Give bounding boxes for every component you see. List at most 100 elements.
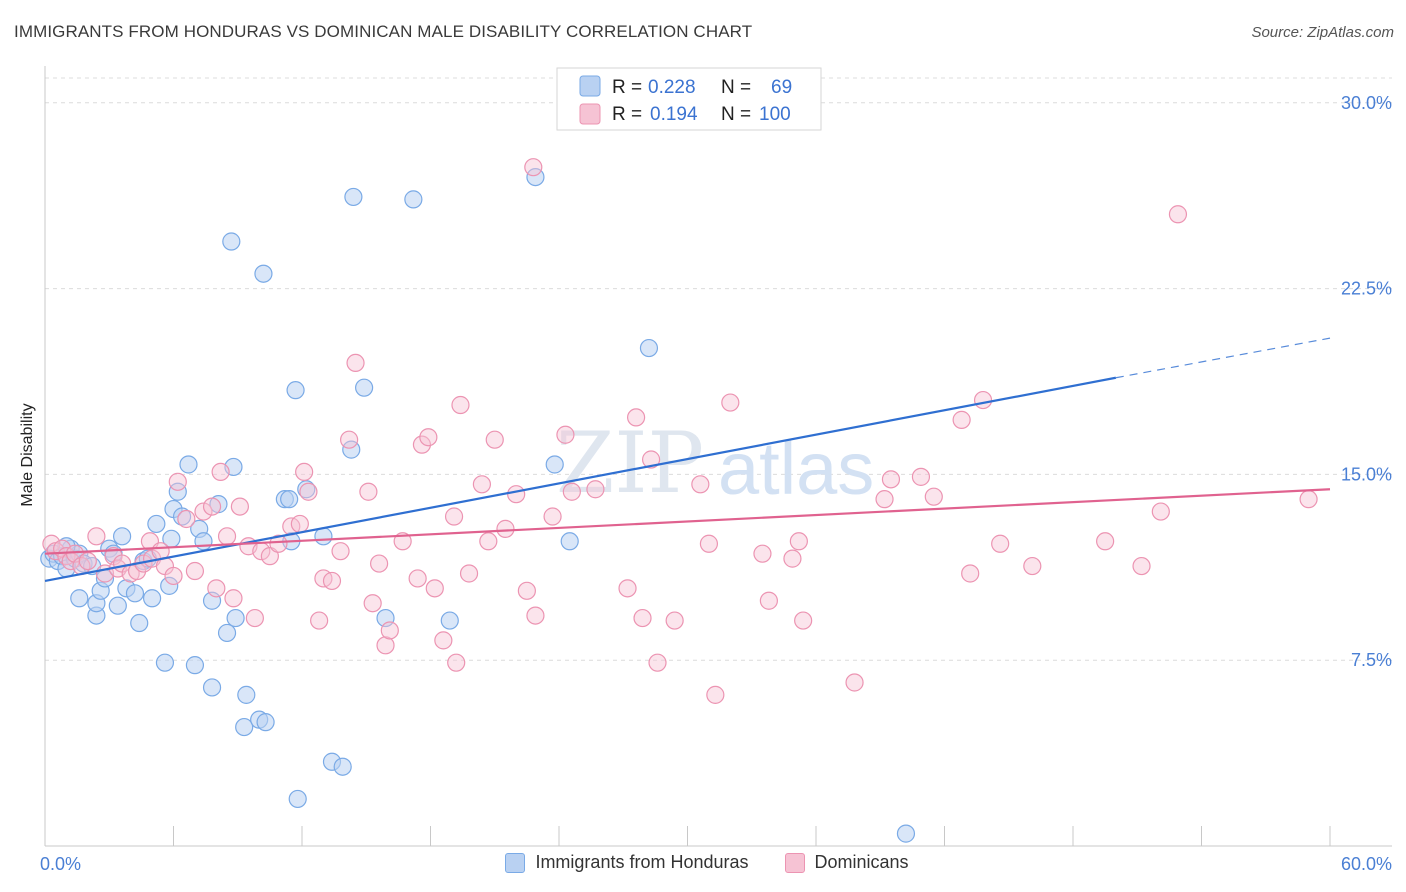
dominican-point-94 <box>973 390 993 410</box>
honduras-point-21 <box>130 613 149 633</box>
dominican-point-40 <box>310 611 329 630</box>
honduras-point-18 <box>112 527 132 546</box>
dominican-point-26 <box>207 579 226 598</box>
honduras-point-65 <box>560 532 579 551</box>
honduras-point-25 <box>147 514 166 534</box>
dominican-point-21 <box>168 472 187 491</box>
dominican-point-7 <box>78 551 97 571</box>
dominican-point-29 <box>224 589 243 608</box>
dominican-point-60 <box>459 564 479 583</box>
dominican-point-43 <box>331 542 350 561</box>
gridlines <box>45 77 1392 661</box>
x-tick-label-1: 60.0% <box>1341 854 1392 874</box>
legend-n-value-dominicans: 100 <box>759 104 791 125</box>
dominican-point-61 <box>472 475 491 494</box>
dominican-point-56 <box>434 631 453 650</box>
dominican-point-35 <box>269 534 288 553</box>
watermark-zip: ZIP <box>556 414 704 512</box>
dominican-point-66 <box>517 581 536 600</box>
honduras-point-67 <box>896 824 916 843</box>
dominican-point-96 <box>1023 556 1042 576</box>
dominican-point-67 <box>526 606 545 625</box>
honduras-point-17 <box>108 596 127 615</box>
dominican-point-86 <box>794 611 813 630</box>
dominican-point-8 <box>87 527 106 546</box>
legend-marker-dominicans <box>784 852 805 873</box>
honduras-point-43 <box>235 717 254 737</box>
dominican-point-90 <box>911 467 931 486</box>
honduras-point-54 <box>314 527 333 546</box>
dominican-point-71 <box>586 480 605 499</box>
dominican-point-24 <box>194 502 213 521</box>
legend-r-value-honduras: 0.228 <box>648 77 696 98</box>
dominican-point-72 <box>618 579 637 598</box>
dominican-point-55 <box>425 579 444 598</box>
dominican-point-68 <box>543 507 562 526</box>
dominican-point-45 <box>346 353 365 373</box>
dominican-point-30 <box>230 497 249 516</box>
honduras-trend-extension <box>1115 337 1331 379</box>
dominican-point-76 <box>648 653 667 672</box>
correlation-legend: R = 0.228 N = 69 R = 0.194 N = 100 <box>556 67 822 131</box>
honduras-point-39 <box>217 623 237 643</box>
dominican-point-98 <box>1132 556 1151 576</box>
honduras-point-33 <box>185 656 205 675</box>
dominican-point-97 <box>1096 532 1115 551</box>
dominican-point-48 <box>370 554 389 573</box>
legend-item-honduras: Immigrants from Honduras <box>505 852 749 873</box>
dominican-point-85 <box>789 532 808 551</box>
honduras-point-27 <box>160 576 179 595</box>
dominican-point-20 <box>164 566 183 586</box>
honduras-point-42 <box>222 232 241 251</box>
dominican-trend-line <box>44 488 1331 555</box>
dominican-point-89 <box>881 470 901 489</box>
dominican-point-52 <box>408 569 427 588</box>
honduras-point-64 <box>545 455 564 474</box>
y-tick-label-3: 30.0% <box>1341 93 1392 113</box>
dominican-point-49 <box>376 636 395 655</box>
dominican-point-101 <box>1299 490 1318 509</box>
x-tick-labels: 0.0% 60.0% <box>40 854 1392 874</box>
dominican-point-23 <box>185 561 205 581</box>
dominican-point-77 <box>665 611 684 630</box>
dominican-point-22 <box>177 509 196 529</box>
honduras-point-20 <box>125 584 145 603</box>
dominican-point-57 <box>444 507 464 526</box>
dominican-point-70 <box>562 482 581 501</box>
dominican-point-53 <box>412 435 432 454</box>
axes <box>44 66 1392 847</box>
legend-item-dominicans: Dominicans <box>784 852 909 873</box>
trend-lines <box>44 337 1331 582</box>
y-tick-labels: 7.5% 15.0% 22.5% 30.0% <box>1341 93 1392 670</box>
legend-r-value-dominicans: 0.194 <box>650 104 698 125</box>
dominican-point-28 <box>217 527 237 546</box>
dominican-point-82 <box>753 544 772 563</box>
dominican-point-34 <box>260 547 279 566</box>
honduras-point-59 <box>355 378 374 397</box>
dominican-point-78 <box>691 475 710 494</box>
dominican-point-64 <box>496 519 515 538</box>
dominican-point-27 <box>211 462 230 482</box>
honduras-point-51 <box>286 381 305 400</box>
honduras-point-58 <box>344 187 363 207</box>
honduras-point-9 <box>70 589 89 608</box>
honduras-point-49 <box>280 490 299 509</box>
dominican-point-73 <box>626 408 646 427</box>
legend-n-label-honduras: N = <box>721 77 751 98</box>
dominican-point-100 <box>1168 205 1188 224</box>
dominican-point-99 <box>1151 502 1170 521</box>
watermark-atlas: atlas <box>718 427 874 510</box>
honduras-trend-line <box>44 376 1117 582</box>
legend-r-label-honduras: R = <box>612 77 642 98</box>
watermark: ZIP atlas <box>556 414 874 512</box>
dominican-points <box>42 158 1318 704</box>
y-tick-label-2: 22.5% <box>1341 279 1392 299</box>
legend-label-honduras: Immigrants from Honduras <box>535 852 749 872</box>
honduras-point-26 <box>155 653 175 672</box>
dominican-point-80 <box>706 685 725 704</box>
legend-swatch-dominicans <box>579 103 601 125</box>
dominican-point-50 <box>380 621 399 640</box>
dominican-point-54 <box>419 428 438 447</box>
dominican-point-37 <box>290 514 309 534</box>
